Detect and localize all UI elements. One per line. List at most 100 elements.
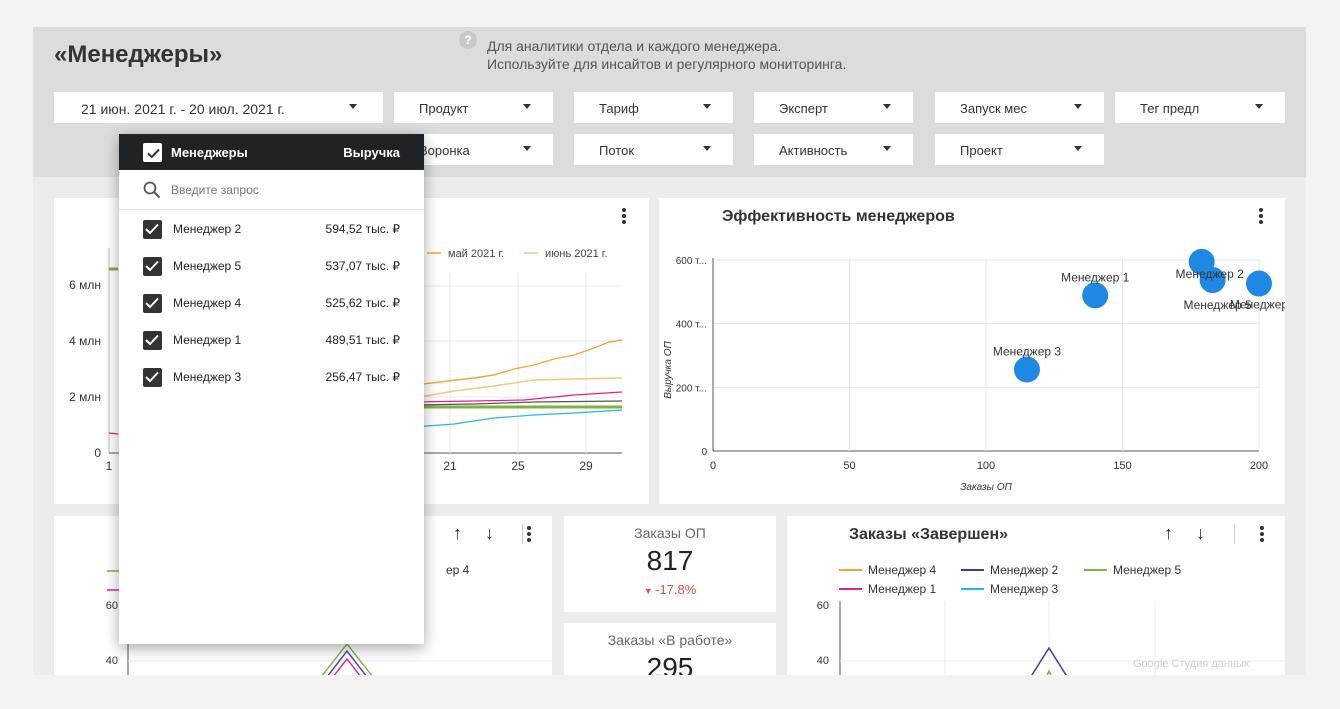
scatter-point[interactable] [1082, 282, 1109, 309]
completed-orders-chart: Менеджер 4 Менеджер 2 Менеджер 5 Менеджер 1… [817, 563, 1285, 675]
x-tick-label: 200 [1250, 460, 1268, 472]
search-icon [143, 181, 161, 199]
tariff-filter[interactable]: Тариф [574, 92, 733, 123]
kpi-label: Заказы ОП [634, 525, 706, 541]
activity-filter[interactable]: Активность [754, 134, 913, 165]
x-tick-label: 0 [710, 460, 716, 472]
manager-name: Менеджер 3 [173, 370, 242, 384]
kpi-value: 295 [646, 652, 694, 675]
more-options-icon[interactable] [1258, 208, 1264, 224]
checkbox[interactable] [143, 294, 162, 313]
manager-revenue: 594,52 тыс. ₽ [325, 222, 400, 236]
manager-option[interactable]: Менеджер 3 256,47 тыс. ₽ [119, 359, 424, 396]
chevron-down-icon [703, 104, 711, 109]
inwork-kpi-card: Заказы «В работе» 295 [564, 623, 776, 675]
launch-month-filter[interactable]: Запуск мес [935, 92, 1104, 123]
efficiency-scatter-chart: Выручка ОП Заказы ОП 0 50 100 150 200 600 т..… [663, 248, 1285, 493]
y-tick-label: 0 [701, 447, 707, 458]
trend-down-icon: ▼ [643, 586, 656, 596]
manager-revenue: 537,07 тыс. ₽ [325, 259, 400, 273]
y-tick-label: 0 [94, 446, 101, 460]
arrow-down-icon[interactable]: ↓ [485, 523, 494, 543]
offer-tag-filter[interactable]: Тег предл [1115, 92, 1285, 123]
arrow-down-icon[interactable]: ↓ [1196, 523, 1205, 543]
manager-option[interactable]: Менеджер 5 537,07 тыс. ₽ [119, 248, 424, 285]
scatter-point[interactable] [1199, 267, 1226, 294]
x-tick-label: 100 [977, 460, 995, 472]
y-tick-label: 40 [817, 655, 829, 667]
y-tick-label: 4 млн [69, 334, 101, 348]
series-line [413, 409, 623, 428]
y-tick-label: 400 т... [676, 320, 707, 331]
kpi-value: 817 [646, 545, 694, 576]
expert-filter-label: Эксперт [779, 101, 828, 116]
managers-dropdown: Менеджеры Выручка Менеджер 2 594,52 тыс. … [119, 134, 424, 644]
more-options-icon[interactable] [526, 526, 532, 542]
stream-filter[interactable]: Поток [574, 134, 733, 165]
checkbox[interactable] [143, 220, 162, 239]
manager-revenue: 256,47 тыс. ₽ [325, 370, 400, 384]
select-all-checkbox[interactable] [143, 143, 162, 162]
manager-revenue: 489,51 тыс. ₽ [325, 333, 400, 347]
series-line [413, 339, 623, 386]
x-tick-label: 21 [443, 459, 457, 473]
point-label: Менеджер 2 [1176, 267, 1245, 281]
checkbox[interactable] [143, 331, 162, 350]
manager-name: Менеджер 5 [173, 259, 242, 273]
y-tick-label: 60 [106, 600, 118, 612]
activity-filter-label: Активность [779, 143, 848, 158]
expert-filter[interactable]: Эксперт [754, 92, 913, 123]
project-filter[interactable]: Проект [935, 134, 1104, 165]
point-label: Менеджер 1 [1061, 270, 1130, 284]
arrow-up-icon[interactable]: ↑ [1164, 523, 1173, 543]
manager-option[interactable]: Менеджер 1 489,51 тыс. ₽ [119, 322, 424, 359]
legend-label: Менеджер 5 [1113, 563, 1182, 577]
product-filter[interactable]: Продукт [394, 92, 553, 123]
more-options-icon[interactable] [621, 208, 627, 224]
manager-name: Менеджер 2 [173, 222, 242, 236]
completed-orders-card: Заказы «Завершен» ↑ ↓ Менеджер 4 Менеджер… [787, 516, 1285, 675]
chevron-down-icon [523, 146, 531, 151]
y-tick-label: 600 т... [676, 256, 707, 267]
y-tick-label: 60 [817, 600, 829, 612]
y-tick-label: 2 млн [69, 390, 101, 404]
chevron-down-icon [1074, 104, 1082, 109]
tariff-filter-label: Тариф [599, 101, 639, 116]
checkbox[interactable] [143, 257, 162, 276]
date-range-label: 21 июн. 2021 г. - 20 июл. 2021 г. [81, 101, 285, 117]
chevron-down-icon [703, 146, 711, 151]
checkbox[interactable] [143, 368, 162, 387]
scatter-point[interactable] [1246, 270, 1272, 297]
orders-kpi-card: Заказы ОП 817 ▼ -17.8% [564, 516, 776, 612]
series-line [413, 400, 623, 406]
scatter-point[interactable] [1013, 356, 1040, 383]
series-line [333, 657, 361, 675]
manager-option[interactable]: Менеджер 2 594,52 тыс. ₽ [119, 211, 424, 248]
legend-label: Менеджер 3 [990, 582, 1059, 596]
kpi-delta-value: -17.8% [655, 582, 697, 597]
dropdown-header-metric[interactable]: Выручка [343, 145, 400, 160]
help-icon[interactable]: ? [459, 31, 477, 49]
point-label: Менеджер 5 [1183, 298, 1252, 312]
x-axis-label: Заказы ОП [960, 482, 1012, 493]
chevron-down-icon [1255, 104, 1263, 109]
efficiency-chart-title: Эффективность менеджеров [722, 208, 955, 225]
stream-filter-label: Поток [599, 143, 635, 158]
legend-label: Менеджер 1 [868, 582, 937, 596]
arrow-up-icon[interactable]: ↑ [453, 523, 462, 543]
search-input[interactable] [171, 180, 401, 200]
manager-name: Менеджер 4 [173, 296, 242, 310]
offer-tag-filter-label: Тег предл [1140, 101, 1200, 116]
x-tick-label: 50 [843, 460, 855, 472]
dropdown-header: Менеджеры Выручка [119, 134, 424, 170]
date-range-filter[interactable]: 21 июн. 2021 г. - 20 июл. 2021 г. [54, 92, 383, 123]
chevron-down-icon [349, 104, 357, 109]
legend-label: май 2021 г. [448, 248, 504, 260]
manager-option[interactable]: Менеджер 4 525,62 тыс. ₽ [119, 285, 424, 322]
chevron-down-icon [1074, 146, 1082, 151]
y-axis-label: Выручка ОП [663, 340, 674, 398]
kpi-delta: ▼ -17.8% [564, 582, 776, 597]
more-options-icon[interactable] [1259, 526, 1265, 542]
point-label: Менеджер 4 [1230, 298, 1285, 312]
